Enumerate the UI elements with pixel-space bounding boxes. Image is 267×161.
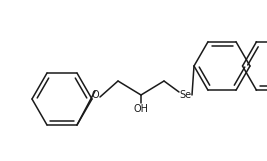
Text: O: O [91,90,99,100]
Text: OH: OH [134,104,148,114]
Text: Se: Se [179,90,191,100]
